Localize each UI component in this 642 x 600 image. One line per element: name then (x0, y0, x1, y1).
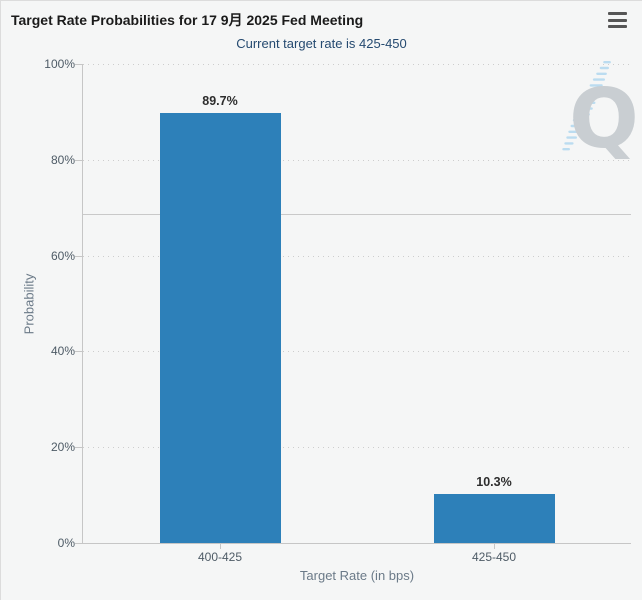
y-tick-mark-60 (75, 255, 83, 257)
watermark-dash (562, 148, 570, 151)
y-tick-mark-40 (75, 351, 83, 353)
y-tick-mark-0 (75, 543, 83, 544)
bar-400-425[interactable] (159, 113, 281, 543)
hamburger-menu-icon[interactable] (608, 12, 627, 28)
y-tick-label-60: 60% (50, 248, 75, 263)
y-tick-mark-80 (75, 159, 83, 161)
watermark-q-letter: Q (569, 72, 639, 164)
q-logo-watermark: Q (544, 59, 642, 167)
grid-line-100 (83, 64, 631, 65)
y-tick-label-40: 40% (50, 344, 75, 359)
x-tick-label-425-450: 425-450 (471, 550, 517, 564)
grid-line-20 (83, 447, 631, 449)
watermark-dash (577, 107, 593, 110)
plot-area: 0% 20% 40% 60% 80% 100% 89.7% 400-425 10.3% 425-4… (44, 57, 631, 564)
watermark-dash (575, 113, 590, 116)
grid-line-80 (83, 159, 631, 161)
menu-bar (608, 18, 627, 22)
watermark-dash (572, 119, 587, 122)
bar-value-label-425-450: 10.3% (476, 474, 512, 489)
bar-value-label-400-425: 89.7% (202, 94, 238, 109)
watermark-dash (596, 72, 607, 75)
watermark-streak (562, 61, 611, 151)
grid-line-40 (83, 351, 631, 353)
x-tick-mark-425-450 (494, 543, 495, 549)
y-axis-title-text: Probability (21, 273, 37, 335)
watermark-dash (566, 136, 577, 139)
x-tick-label-400-425: 400-425 (197, 550, 243, 564)
watermark-dash (599, 66, 609, 70)
watermark-dash (586, 90, 601, 93)
watermark-dash (592, 78, 605, 81)
chart-title: Target Rate Probabilities for 17 9月 2025… (11, 12, 364, 28)
y-tick-label-0: 0% (57, 536, 75, 550)
bar-425-450[interactable] (433, 493, 555, 543)
y-tick-label-80: 80% (50, 152, 75, 167)
menu-bar (608, 25, 627, 28)
watermark-dash (583, 95, 599, 99)
y-tick-label-100: 100% (44, 57, 75, 71)
watermark-dash (580, 101, 596, 104)
grid-line-60 (83, 255, 631, 257)
y-tick-label-20: 20% (50, 440, 75, 455)
watermark-dash (603, 61, 611, 64)
y-tick-mark-100 (75, 64, 83, 65)
chart-subtitle: Current target rate is 425-450 (236, 36, 407, 51)
x-tick-mark-400-425 (220, 543, 221, 549)
watermark-dash (570, 124, 584, 128)
watermark-dash (564, 142, 574, 145)
menu-bar (608, 12, 627, 15)
watermark-dash (568, 130, 581, 133)
watermark-dash (589, 84, 603, 87)
x-axis-title: Target Rate (in bps) (299, 568, 415, 583)
y-tick-mark-20 (75, 447, 83, 449)
reference-line (83, 213, 631, 215)
